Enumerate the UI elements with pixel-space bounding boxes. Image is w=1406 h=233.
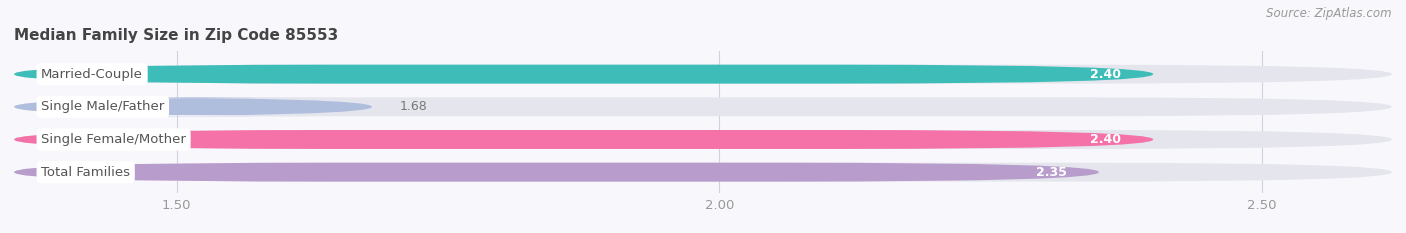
Text: 1.68: 1.68: [399, 100, 427, 113]
FancyBboxPatch shape: [14, 163, 1392, 182]
Text: 2.35: 2.35: [1036, 166, 1067, 179]
FancyBboxPatch shape: [14, 65, 1153, 84]
FancyBboxPatch shape: [14, 130, 1392, 149]
FancyBboxPatch shape: [14, 130, 1153, 149]
FancyBboxPatch shape: [14, 65, 1392, 84]
Text: 2.40: 2.40: [1090, 68, 1121, 81]
Text: Single Female/Mother: Single Female/Mother: [41, 133, 186, 146]
Text: Total Families: Total Families: [41, 166, 131, 179]
Text: 2.40: 2.40: [1090, 133, 1121, 146]
Text: Source: ZipAtlas.com: Source: ZipAtlas.com: [1267, 7, 1392, 20]
FancyBboxPatch shape: [14, 97, 1392, 116]
Text: Single Male/Father: Single Male/Father: [41, 100, 165, 113]
FancyBboxPatch shape: [14, 163, 1099, 182]
Text: Median Family Size in Zip Code 85553: Median Family Size in Zip Code 85553: [14, 28, 339, 43]
FancyBboxPatch shape: [14, 97, 373, 116]
Text: Married-Couple: Married-Couple: [41, 68, 143, 81]
